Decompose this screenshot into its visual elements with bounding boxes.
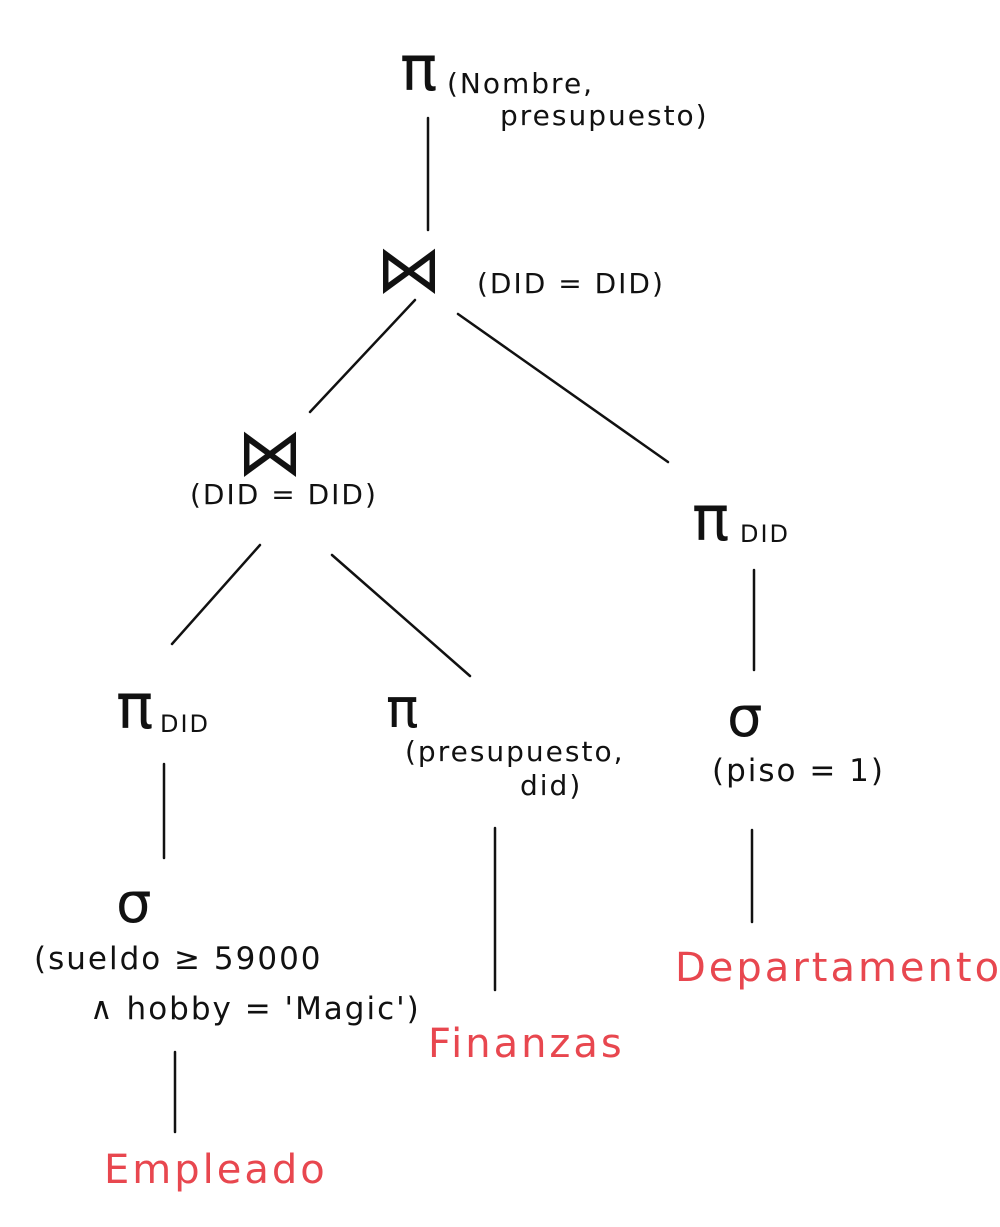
mid-projection-symbol: π [386, 677, 419, 740]
left-selection-condition-line2: ∧ hobby = 'Magic') [90, 991, 421, 1027]
left-selection-condition-line1: (sueldo ≥ 59000 [34, 941, 323, 977]
root-projection-attrs-line2: presupuesto) [500, 99, 709, 132]
right-selection-condition: (piso = 1) [712, 753, 886, 789]
left-join-symbol: ⋈ [237, 414, 303, 491]
left-selection-symbol: σ [116, 871, 152, 936]
mid-projection-attrs-line2: did) [520, 769, 583, 802]
root-projection-attrs-line1: (Nombre, [447, 67, 595, 100]
top-join-condition: (DID = DID) [477, 267, 665, 300]
right-projection-attrs: DID [740, 520, 791, 548]
top-join-symbol: ⋈ [376, 231, 442, 308]
left-projection-symbol: π [116, 670, 154, 743]
root-projection-symbol: π [400, 32, 438, 105]
edge-top-join-to-right-projection [456, 312, 670, 464]
left-join-condition: (DID = DID) [190, 478, 378, 511]
right-selection-symbol: σ [727, 685, 763, 750]
mid-projection-attrs-line1: (presupuesto, [405, 735, 625, 768]
edge-left-join-to-mid-projection [330, 553, 472, 678]
left-projection-attrs: DID [160, 710, 211, 738]
relation-departamento: Departamento [675, 945, 1000, 991]
edge-top-join-to-left-join [308, 298, 417, 414]
relation-finanzas: Finanzas [428, 1021, 625, 1067]
edge-left-join-to-left-projection [170, 543, 262, 646]
right-projection-symbol: π [692, 482, 730, 555]
relation-empleado: Empleado [104, 1147, 328, 1193]
